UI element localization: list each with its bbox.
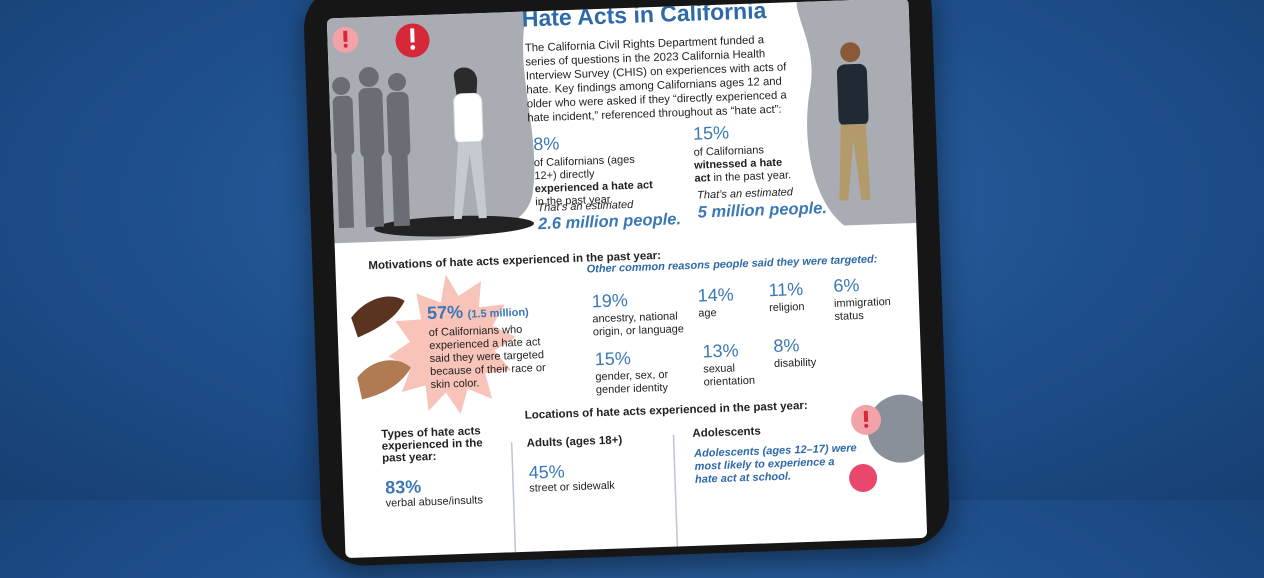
starburst [388, 274, 516, 415]
text: in the past year. [710, 169, 792, 185]
woman [453, 67, 487, 220]
shadow [374, 215, 535, 237]
reason-value: 14% [697, 284, 734, 306]
tablet-group: Hate Acts in California The California C… [302, 0, 951, 567]
man [836, 42, 871, 201]
reason-value: 13% [702, 340, 739, 362]
main-text: of Californians who experienced a hate a… [428, 323, 546, 392]
corner-figures [849, 394, 928, 493]
reason-label: ancestry, national origin, or language [592, 310, 685, 339]
text: of Californians [693, 144, 765, 159]
alerts [332, 23, 430, 58]
intro: The California Civil Rights Department f… [524, 34, 787, 125]
reason-value: 11% [768, 278, 804, 301]
reason-label: age [698, 307, 717, 320]
reason-label: gender, sex, or gender identity [595, 368, 669, 397]
stat-text: of Californians witnessed a hate act in … [693, 143, 794, 185]
main-note: (1.5 million) [467, 306, 529, 321]
hands [351, 296, 411, 400]
text: of Californians (ages 12+) directly [533, 153, 635, 183]
reason-label: religion [768, 300, 805, 315]
reason-label: immigration status [833, 295, 892, 323]
reason-value: 8% [773, 335, 800, 357]
divider [510, 442, 517, 553]
adolescents-text: Adolescents (ages 12–17) were most likel… [693, 442, 857, 486]
reason-value: 6% [833, 275, 860, 296]
reason-label: disability [773, 356, 817, 371]
types-heading: Types of hate acts experienced in the pa… [381, 425, 483, 465]
type-value: 83% [384, 476, 422, 498]
illustrations [326, 0, 928, 553]
location-value: 45% [528, 461, 566, 483]
adolescents-heading: Adolescents [692, 425, 762, 440]
divider [672, 434, 679, 547]
crowd [332, 67, 411, 229]
main-stat: 57% (1.5 million) [427, 300, 529, 325]
infographic: Hate Acts in California The California C… [326, 0, 928, 559]
reason-label: sexual orientation [703, 362, 756, 389]
reason-value: 15% [594, 348, 632, 370]
stat-value: 15% [692, 122, 730, 144]
main-value: 57% [426, 301, 464, 324]
left-backdrop [326, 11, 535, 244]
reason-value: 19% [591, 290, 629, 312]
stat-value: 8% [532, 133, 560, 155]
